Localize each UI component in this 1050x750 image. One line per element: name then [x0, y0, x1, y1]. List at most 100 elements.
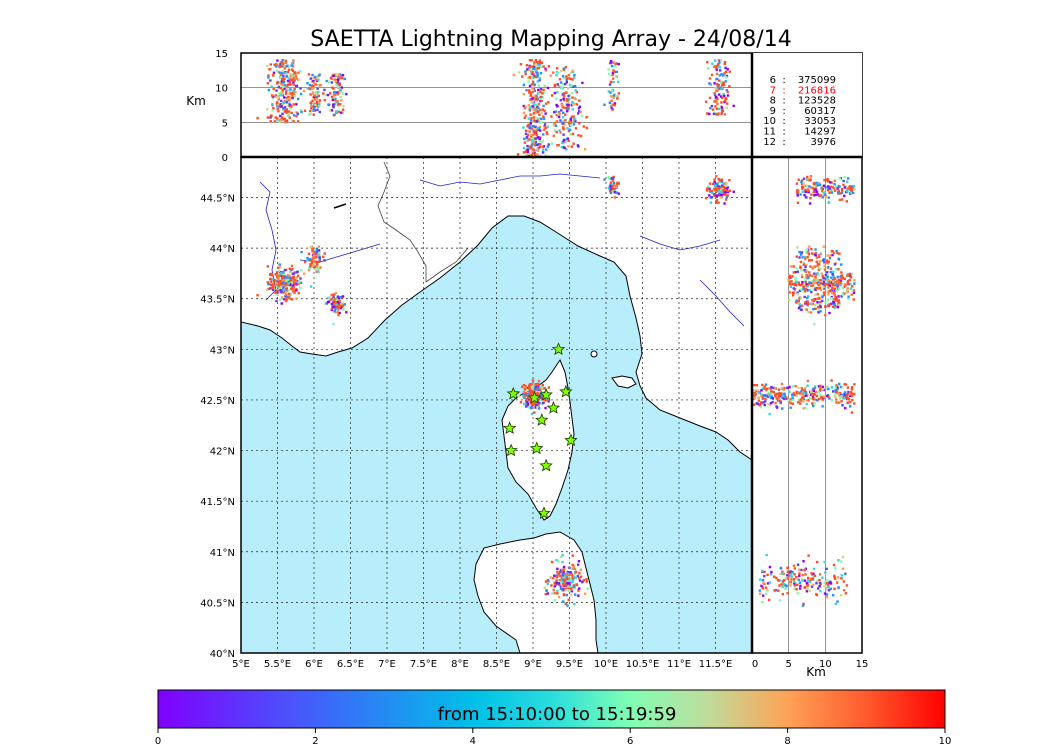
- lightning-source-side: [781, 580, 785, 583]
- lightning-source-side: [804, 281, 807, 284]
- lightning-source-map: [279, 278, 283, 281]
- lightning-source-map: [524, 405, 528, 408]
- lightning-source-top: [585, 116, 588, 119]
- lightning-source-side: [835, 581, 839, 584]
- lightning-source-top: [562, 125, 565, 129]
- station-count-table: 6:3750997:2168168:1235289:6031710:330531…: [763, 75, 836, 148]
- lightning-source-side: [835, 249, 838, 253]
- lightning-source-side: [815, 286, 819, 290]
- lightning-source-side: [792, 282, 795, 286]
- lightning-source-side: [827, 582, 831, 585]
- lightning-source-side: [763, 403, 766, 407]
- lightning-source-side: [819, 583, 822, 586]
- lightning-source-side: [847, 295, 850, 298]
- lightning-source-map: [561, 584, 564, 588]
- lightning-source-top: [312, 95, 316, 99]
- lightning-source-top: [288, 116, 291, 119]
- lightning-source-side: [807, 399, 810, 402]
- lightning-source-side: [760, 394, 763, 398]
- lightning-source-top: [273, 63, 276, 66]
- lightning-source-side: [806, 587, 809, 591]
- lightning-source-side: [766, 589, 769, 592]
- lightning-source-map: [571, 576, 575, 580]
- lightning-source-side: [813, 265, 817, 268]
- lightning-source-top: [302, 89, 306, 93]
- lightning-source-side: [792, 287, 795, 290]
- station-count-sep: :: [782, 106, 785, 117]
- lightning-source-map: [290, 298, 294, 301]
- lightning-source-map: [284, 282, 287, 286]
- lightning-source-side: [779, 572, 782, 576]
- lightning-source-map: [341, 304, 345, 307]
- lightning-source-side: [853, 282, 856, 285]
- lightning-source-map: [333, 297, 337, 300]
- lightning-source-top: [338, 76, 341, 79]
- lightning-source-side: [783, 392, 786, 395]
- lightning-source-top: [531, 152, 535, 155]
- lightning-source-side: [757, 396, 760, 399]
- lightning-source-side: [778, 579, 782, 582]
- lightning-source-side: [831, 273, 835, 276]
- lightning-source-top: [528, 154, 532, 157]
- lightning-source-side: [810, 193, 813, 196]
- lightning-source-top: [608, 83, 612, 86]
- lightning-source-side: [795, 575, 798, 579]
- lightning-source-side: [793, 567, 797, 570]
- lightning-source-top: [536, 147, 539, 150]
- lightning-source-map: [298, 280, 301, 283]
- lightning-source-side: [791, 275, 794, 278]
- lightning-source-side: [850, 388, 854, 391]
- lightning-source-side: [813, 182, 816, 185]
- lightning-source-top: [542, 133, 545, 136]
- lightning-source-side: [814, 385, 817, 388]
- lightning-source-top: [323, 88, 326, 92]
- lightning-source-top: [282, 107, 285, 110]
- lightning-source-side: [801, 187, 804, 190]
- lightning-source-top: [532, 116, 536, 119]
- lightning-source-side: [823, 178, 826, 182]
- lightning-source-side: [845, 394, 849, 397]
- lightning-source-top: [553, 83, 557, 87]
- lightning-source-side: [801, 604, 805, 607]
- lightning-source-top: [296, 120, 300, 123]
- lightning-source-top: [529, 113, 532, 116]
- lightning-source-side: [838, 382, 841, 386]
- lightning-source-map: [291, 268, 294, 271]
- lightning-source-map: [315, 249, 319, 253]
- lightning-source-top: [278, 84, 281, 87]
- lightning-source-side: [758, 589, 762, 592]
- lightning-source-top: [318, 73, 321, 76]
- lightning-source-side: [794, 384, 797, 388]
- lightning-source-side: [834, 566, 837, 570]
- lightning-source-map: [534, 386, 537, 389]
- lightning-source-side: [832, 390, 835, 393]
- lightning-source-side: [834, 282, 838, 286]
- lightning-source-side: [804, 287, 807, 291]
- lightning-source-top: [708, 112, 711, 116]
- lightning-source-side: [801, 388, 804, 392]
- lightning-source-top: [555, 70, 559, 74]
- lightning-source-side: [807, 282, 810, 286]
- lightning-source-map: [708, 182, 712, 185]
- lightning-source-map: [608, 185, 612, 188]
- lightning-source-map: [720, 195, 724, 198]
- lightning-source-map: [528, 392, 532, 396]
- lightning-source-side: [828, 191, 831, 194]
- lightning-source-side: [845, 180, 849, 183]
- lightning-source-map: [318, 258, 321, 261]
- map-lon-tick-label: 9°E: [524, 659, 542, 670]
- lightning-source-top: [308, 113, 311, 117]
- lightning-source-map: [553, 574, 556, 577]
- lightning-source-top: [716, 102, 719, 106]
- lightning-source-side: [816, 279, 820, 282]
- lightning-source-map: [609, 181, 613, 184]
- lightning-source-top: [278, 120, 282, 124]
- lightning-source-top: [722, 94, 726, 98]
- lightning-source-top: [562, 77, 566, 80]
- lightning-source-top: [715, 107, 719, 111]
- lightning-source-top: [531, 137, 535, 141]
- lightning-source-top: [309, 103, 313, 106]
- lightning-source-top: [565, 91, 568, 94]
- lightning-source-map: [527, 397, 530, 401]
- lightning-source-top: [524, 105, 527, 109]
